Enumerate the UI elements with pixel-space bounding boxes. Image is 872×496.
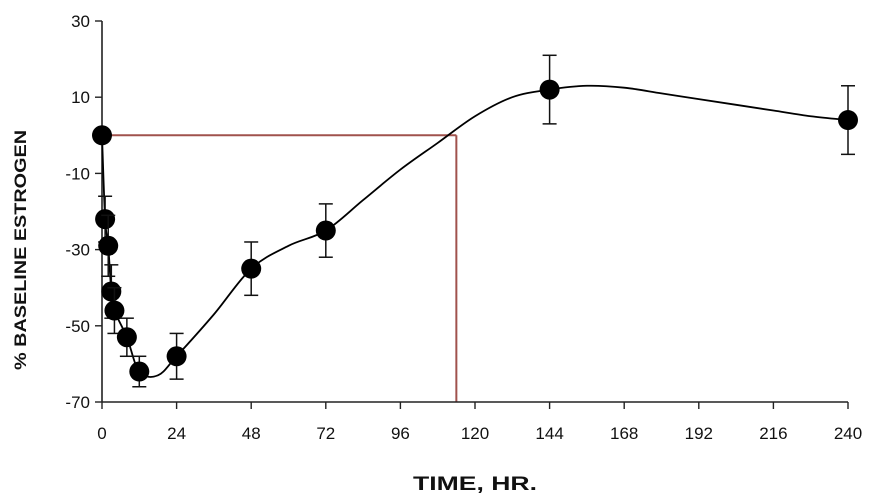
data-point	[539, 79, 560, 100]
x-tick-label: 192	[685, 424, 713, 443]
fit-curve	[101, 84, 849, 378]
data-point	[104, 300, 125, 321]
x-tick-label: 144	[535, 424, 563, 443]
x-tick-label: 0	[97, 424, 106, 443]
y-tick-label: 30	[71, 12, 90, 31]
x-tick-label: 24	[167, 424, 186, 443]
y-tick-label: -10	[65, 164, 90, 183]
data-point	[129, 361, 150, 382]
x-tick-label: 120	[461, 424, 489, 443]
data-point	[92, 125, 112, 146]
data-points-layer	[92, 54, 858, 388]
x-tick-label: 72	[316, 424, 335, 443]
data-point	[241, 258, 262, 279]
tick-labels-layer: 30 10 -10 -30 -50 -70 0 24 48 72 96 120 144 168 192 216…	[65, 12, 862, 443]
y-axis-title: % BASELINE ESTROGEN	[11, 130, 30, 370]
reference-lines	[102, 134, 458, 402]
fit-curve-layer	[101, 84, 849, 378]
data-point	[101, 281, 122, 302]
y-tick-label: 10	[71, 88, 90, 107]
x-tick-label: 240	[834, 424, 862, 443]
data-point	[315, 220, 336, 241]
y-tick-label: -70	[65, 393, 90, 412]
data-point	[98, 235, 119, 256]
data-point	[838, 110, 858, 131]
y-tick-label: -50	[65, 317, 90, 336]
x-tick-label: 96	[391, 424, 410, 443]
x-axis-title: TIME, HR.	[413, 474, 537, 495]
data-point	[95, 209, 116, 230]
x-tick-label: 48	[242, 424, 261, 443]
data-point	[116, 327, 137, 348]
x-tick-label: 216	[759, 424, 787, 443]
x-tick-label: 168	[610, 424, 638, 443]
data-point	[166, 346, 187, 367]
y-tick-label: -30	[65, 241, 90, 260]
axes	[95, 20, 849, 409]
